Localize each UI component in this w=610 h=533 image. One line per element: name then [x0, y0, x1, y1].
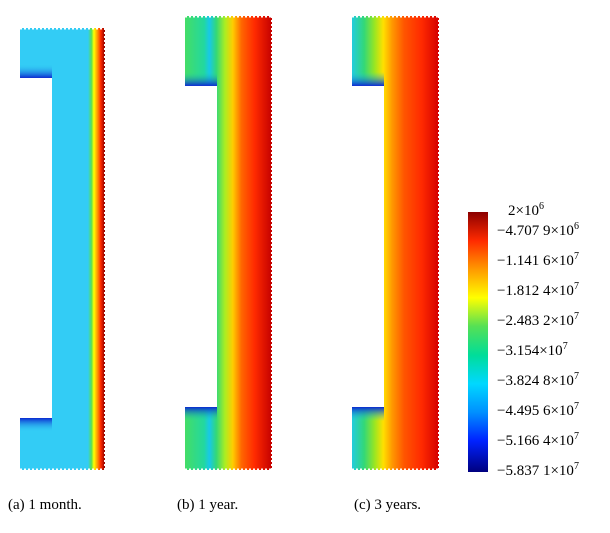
colorbar [468, 212, 488, 472]
colorbar-label-3: −1.812 4×107 [497, 281, 579, 300]
lower-notch-gradient [352, 407, 384, 421]
lower-notch-gradient [20, 418, 52, 432]
colorbar-label-9: −5.837 1×107 [497, 461, 579, 480]
lower-notch-gradient [185, 407, 217, 421]
caption-1-month: (a) 1 month. [8, 497, 82, 513]
colorbar-label-8: −5.166 4×107 [497, 431, 579, 450]
colorbar-label-6: −3.824 8×107 [497, 371, 579, 390]
colorbar-label-5: −3.154×107 [497, 341, 568, 360]
contour-plot-1-month [20, 26, 106, 472]
upper-notch-gradient [20, 64, 52, 78]
upper-notch-gradient [352, 72, 384, 86]
contour-plot-3-years [352, 14, 440, 472]
caption-1-year: (b) 1 year. [177, 497, 239, 513]
domain-shape [352, 16, 439, 470]
colorbar-label-2: −1.141 6×107 [497, 251, 579, 270]
domain-shape [20, 28, 105, 470]
colorbar-label-0: 2×106 [508, 201, 544, 220]
colorbar-label-1: −4.707 9×106 [497, 221, 579, 240]
caption-3-years: (c) 3 years. [354, 497, 422, 513]
colorbar-label-7: −4.495 6×107 [497, 401, 579, 420]
contour-plot-1-year [185, 14, 273, 472]
domain-shape [185, 16, 272, 470]
colorbar-gradient [468, 212, 488, 472]
upper-notch-gradient [185, 72, 217, 86]
colorbar-label-4: −2.483 2×107 [497, 311, 579, 330]
